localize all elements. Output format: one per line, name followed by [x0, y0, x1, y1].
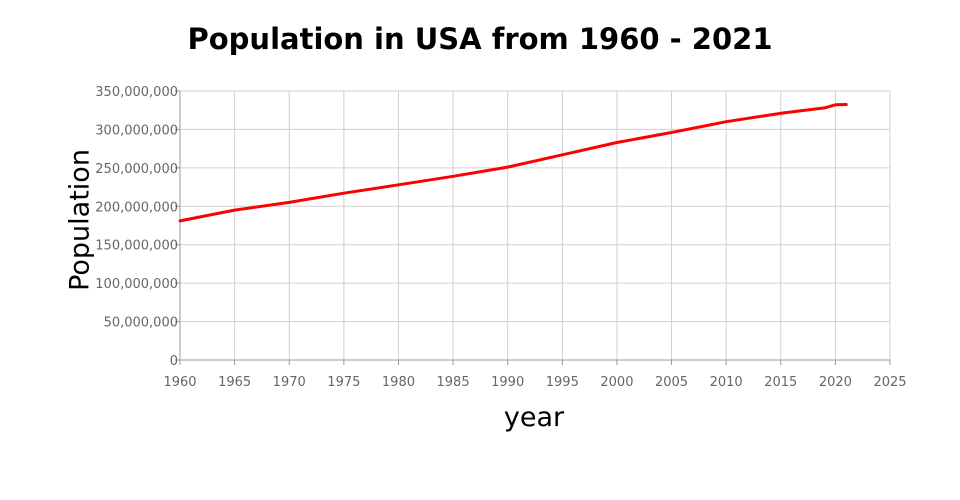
- x-tick-label: 1970: [273, 375, 306, 390]
- x-tick-labels: 1960 1965 1970 1975 1980 1985 1990 1995 2000 2005…: [163, 375, 906, 390]
- axis-layer: [175, 90, 891, 365]
- y-tick-label: 350,000,000: [95, 85, 178, 100]
- grid-layer: [179, 90, 891, 361]
- x-tick-label: 2015: [764, 375, 797, 390]
- x-tick-label: 1975: [327, 375, 360, 390]
- y-tick-label: 150,000,000: [95, 239, 178, 254]
- y-tick-label: 100,000,000: [95, 277, 178, 292]
- x-tick-label: 1995: [546, 375, 579, 390]
- y-axis-label: Population: [64, 149, 96, 291]
- y-tick-label: 0: [170, 354, 178, 369]
- x-axis-label: year: [503, 402, 565, 433]
- chart-title: Population in USA from 1960 - 2021: [187, 22, 773, 56]
- y-tick-label: 50,000,000: [104, 316, 178, 331]
- population-series-line: [178, 103, 848, 223]
- x-tick-label: 1980: [382, 375, 415, 390]
- x-tick-label: 1990: [491, 375, 524, 390]
- x-tick-label: 2020: [819, 375, 852, 390]
- x-tick-label: 2010: [710, 375, 743, 390]
- series-layer: [178, 103, 848, 223]
- y-tick-labels: 0 50,000,000 100,000,000 150,000,000 200,000…: [95, 85, 178, 369]
- x-tick-label: 2025: [873, 375, 906, 390]
- x-tick-label: 1965: [218, 375, 251, 390]
- y-tick-label: 200,000,000: [95, 200, 178, 215]
- x-tick-label: 1985: [437, 375, 470, 390]
- y-tick-label: 250,000,000: [95, 162, 178, 177]
- y-tick-label: 300,000,000: [95, 123, 178, 138]
- x-tick-label: 2005: [655, 375, 688, 390]
- x-tick-label: 2000: [600, 375, 633, 390]
- x-tick-label: 1960: [163, 375, 196, 390]
